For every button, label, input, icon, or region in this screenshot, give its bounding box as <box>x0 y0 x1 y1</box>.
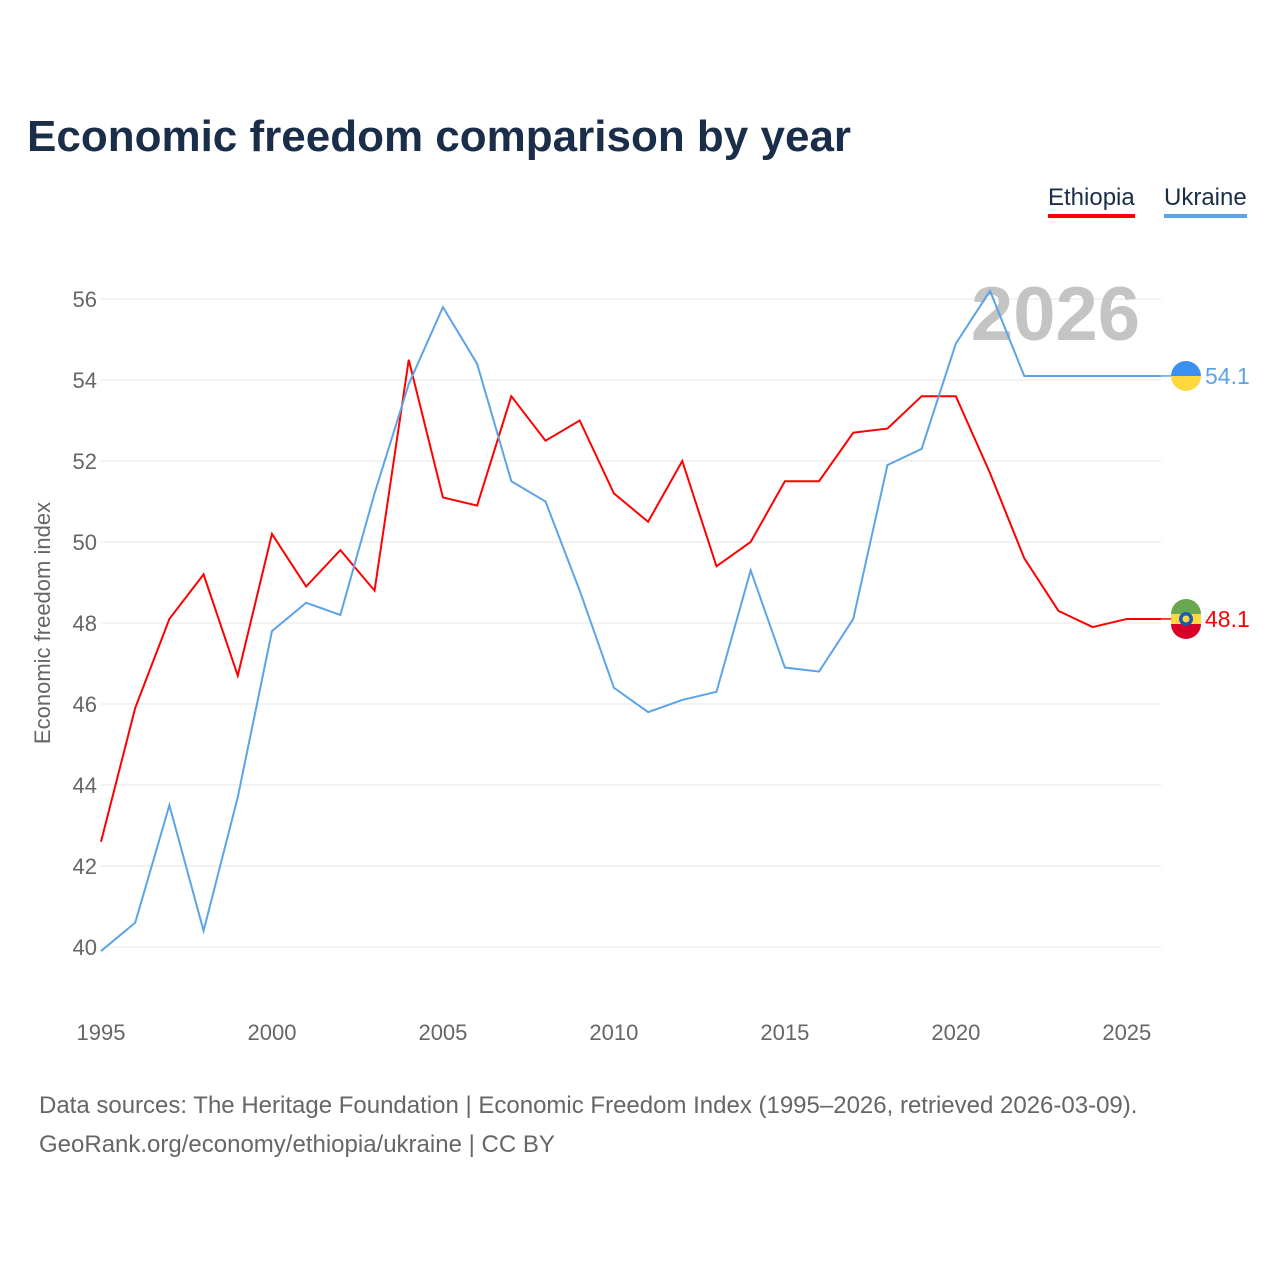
x-tick-label: 2015 <box>760 1020 809 1045</box>
legend-ukraine[interactable]: Ukraine <box>1164 184 1247 218</box>
year-watermark: 2026 <box>971 272 1140 357</box>
chart-title: Economic freedom comparison by year <box>27 112 852 161</box>
x-tick-label: 2020 <box>931 1020 980 1045</box>
x-tick-label: 2025 <box>1102 1020 1151 1045</box>
y-tick-label: 42 <box>73 854 97 879</box>
flag-ethiopia-icon <box>1171 623 1201 639</box>
x-tick-label: 1995 <box>77 1020 126 1045</box>
y-axis-label: Economic freedom index <box>30 502 55 744</box>
y-tick-label: 40 <box>73 935 97 960</box>
y-tick-label: 50 <box>73 530 97 555</box>
x-tick-label: 2005 <box>418 1020 467 1045</box>
flag-ethiopia-star-icon <box>1182 615 1190 623</box>
series-line-ethiopia <box>100 359 1161 842</box>
flag-ethiopia-icon <box>1171 598 1201 614</box>
attribution-line[interactable]: GeoRank.org/economy/ethiopia/ukraine | C… <box>39 1131 555 1158</box>
y-tick-label: 52 <box>73 449 97 474</box>
legend-ethiopia[interactable]: Ethiopia <box>1048 184 1135 218</box>
y-tick-label: 48 <box>73 611 97 636</box>
flag-ukraine-icon <box>1171 360 1201 376</box>
series-line-ukraine <box>100 288 1161 952</box>
y-tick-label: 46 <box>73 692 97 717</box>
x-tick-label: 2010 <box>589 1020 638 1045</box>
flag-ukraine-icon <box>1171 375 1201 391</box>
footer: Data sources: The Heritage Foundation | … <box>39 1086 1137 1164</box>
y-tick-label: 54 <box>73 368 97 393</box>
x-tick-label: 2000 <box>247 1020 296 1045</box>
source-line: Data sources: The Heritage Foundation | … <box>39 1092 1138 1119</box>
y-tick-label: 56 <box>73 287 97 312</box>
end-value-label: 48.1 <box>1205 606 1250 632</box>
end-value-label: 54.1 <box>1205 363 1250 389</box>
y-tick-label: 44 <box>73 773 97 798</box>
